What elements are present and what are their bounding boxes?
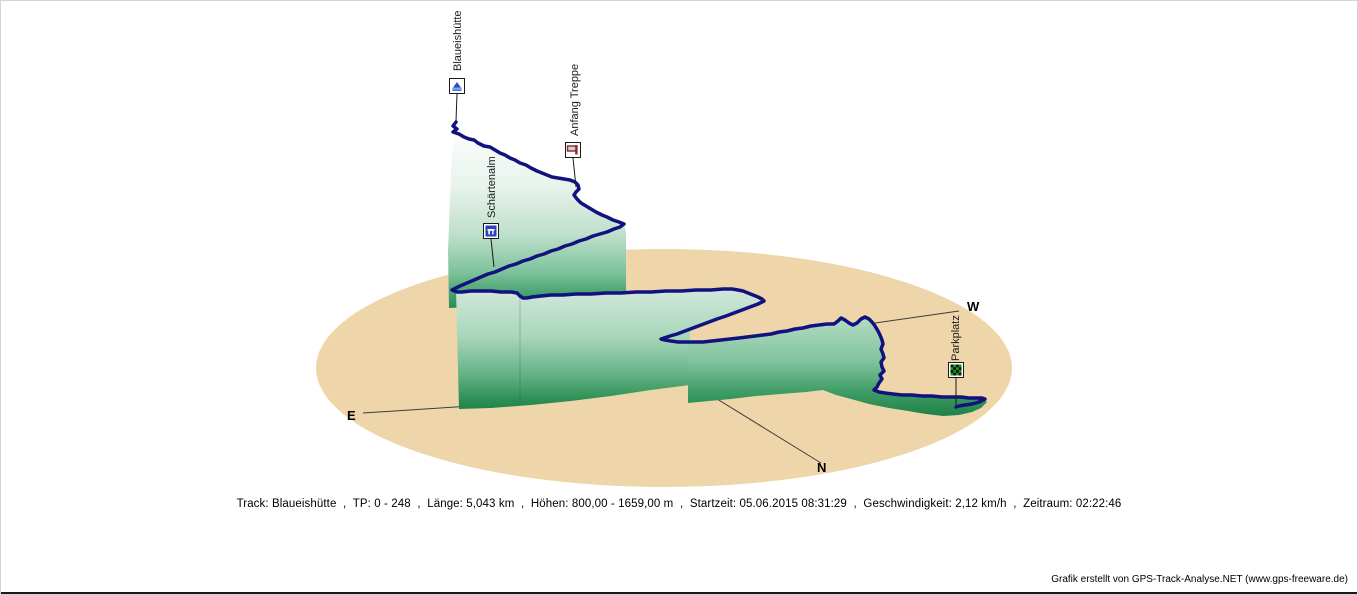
wall-high-section [448,122,626,308]
compass-label-north: N [817,460,826,475]
wall-middle-section [452,289,764,409]
waypoint-label-schaertenalm: Schärtenalm [486,156,498,218]
wall-right-section [688,318,987,416]
waypoint-label-blaueishuette: Blaueishütte [452,10,464,71]
software-credit: Grafik erstellt von GPS-Track-Analyse.NE… [1051,574,1348,585]
compass-label-east: E [347,408,356,423]
compass-label-west: W [967,299,980,314]
waypoint-label-anfang-treppe: Anfang Treppe [569,64,581,136]
waypoint-marker-blaueishuette [449,78,465,94]
waypoint-label-parkplatz: Parkplatz [950,315,962,361]
gps-track-line [450,120,987,409]
waypoint-marker-schaertenalm [483,223,499,239]
bottom-border-rule [1,592,1357,594]
alm-icon [485,225,497,237]
waypoint-marker-parkplatz [948,362,964,378]
track-statistics: Track: Blaueishütte , TP: 0 - 248 , Läng… [236,498,1122,510]
finish-flag-icon [950,364,962,376]
hut-icon [452,82,462,91]
waypoint-stems [455,93,957,405]
sign-icon [566,145,578,155]
waypoint-marker-anfang-treppe [565,142,581,158]
elevation-walls [448,122,987,416]
